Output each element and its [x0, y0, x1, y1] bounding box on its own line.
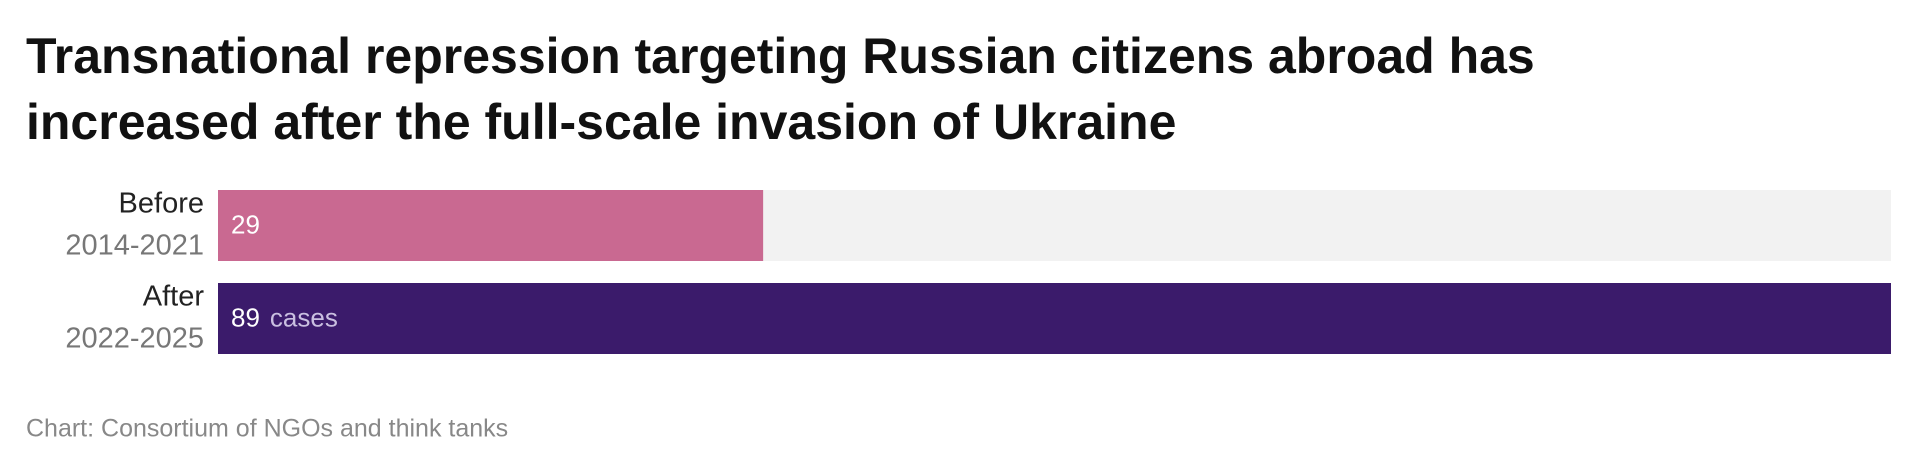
category-label: After	[143, 281, 205, 313]
period-label: 2022-2025	[65, 323, 204, 355]
bar	[218, 190, 764, 261]
category-label: Before	[119, 188, 204, 220]
unit-label: cases	[270, 302, 338, 332]
source: Chart: Consortium of NGOs and think tank…	[26, 415, 508, 443]
period-label: 2014-2021	[65, 230, 204, 262]
chart-title: Transnational repression targeting Russi…	[26, 28, 1535, 84]
value-label: 89	[231, 302, 260, 332]
bar	[218, 283, 1891, 354]
chart-title: increased after the full-scale invasion …	[26, 94, 1176, 150]
value-label: 29	[231, 209, 260, 239]
